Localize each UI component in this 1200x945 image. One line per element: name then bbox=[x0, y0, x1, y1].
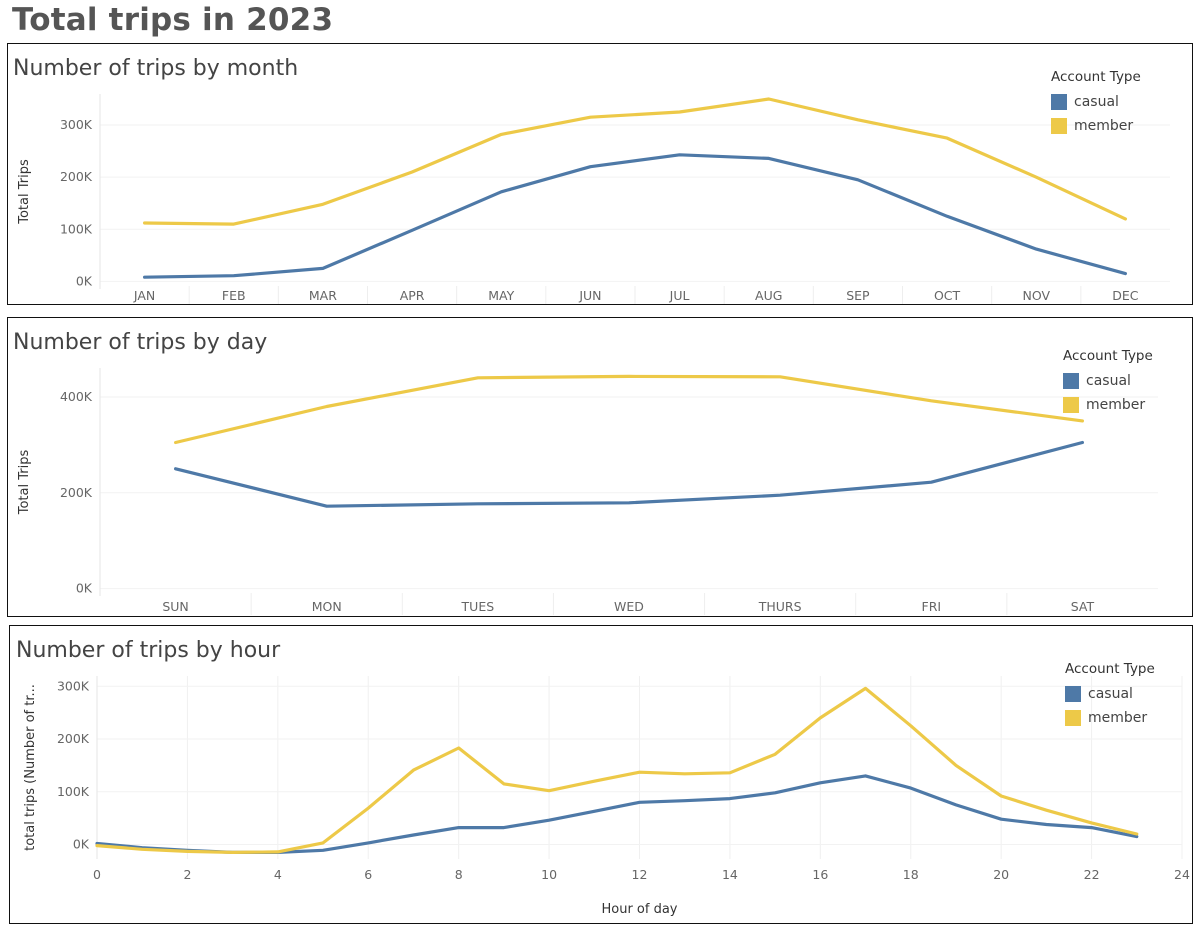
y-axis-title: total trips (Number of tr... bbox=[23, 684, 38, 851]
x-tick-label: THURS bbox=[758, 599, 802, 614]
x-tick-label: 18 bbox=[903, 867, 919, 882]
x-tick-label: APR bbox=[400, 288, 425, 303]
x-tick-label: SUN bbox=[162, 599, 188, 614]
legend-label-casual: casual bbox=[1086, 373, 1131, 389]
day-chart-title: Number of trips by day bbox=[13, 330, 268, 355]
legend-item-casual[interactable]: casual bbox=[1065, 682, 1155, 706]
y-tick-label: 300K bbox=[60, 117, 93, 132]
x-axis-title: Hour of day bbox=[601, 902, 677, 917]
y-tick-label: 100K bbox=[57, 784, 90, 799]
x-tick-label: JUL bbox=[669, 288, 690, 303]
month-chart-title: Number of trips by month bbox=[13, 56, 299, 81]
x-tick-label: SAT bbox=[1071, 599, 1095, 614]
legend-label-casual: casual bbox=[1088, 686, 1133, 702]
x-tick-label: 24 bbox=[1174, 867, 1190, 882]
legend-item-member[interactable]: member bbox=[1065, 706, 1155, 730]
legend-label-casual: casual bbox=[1074, 94, 1119, 110]
legend-title: Account Type bbox=[1063, 348, 1153, 364]
x-tick-label: 12 bbox=[632, 867, 648, 882]
swatch-member bbox=[1063, 397, 1079, 413]
swatch-member bbox=[1051, 118, 1067, 134]
month-chart-svg: 0K 100K 200K 300K JAN FEB MAR APR MAY JUN JUL AUG SE… bbox=[17, 94, 1170, 304]
x-tick-label: FRI bbox=[922, 599, 942, 614]
y-tick-label: 0K bbox=[76, 581, 93, 596]
month-legend: Account Type casual member bbox=[1051, 69, 1141, 138]
legend-item-member[interactable]: member bbox=[1051, 114, 1141, 138]
swatch-member bbox=[1065, 710, 1081, 726]
x-tick-label: 8 bbox=[455, 867, 463, 882]
legend-item-casual[interactable]: casual bbox=[1063, 369, 1153, 393]
x-tick-label: TUES bbox=[461, 599, 495, 614]
y-tick-label: 100K bbox=[60, 221, 93, 236]
x-tick-label: 4 bbox=[274, 867, 282, 882]
x-tick-label: SEP bbox=[846, 288, 870, 303]
y-tick-label: 300K bbox=[57, 678, 90, 693]
x-tick-label: JAN bbox=[133, 288, 155, 303]
day-chart-svg: 0K 200K 400K SUN MON TUES WED THURS FRI SAT Total … bbox=[17, 368, 1158, 615]
x-tick-label: 6 bbox=[364, 867, 372, 882]
y-axis-title: Total Trips bbox=[17, 450, 32, 516]
x-tick-label: MAY bbox=[488, 288, 514, 303]
hour-chart-title: Number of trips by hour bbox=[16, 638, 281, 663]
x-tick-label: 16 bbox=[812, 867, 828, 882]
x-tick-label: MON bbox=[312, 599, 342, 614]
y-tick-label: 200K bbox=[60, 169, 93, 184]
x-tick-label: JUN bbox=[578, 288, 601, 303]
x-tick-label: 20 bbox=[993, 867, 1009, 882]
series-line-member bbox=[174, 374, 1085, 445]
y-tick-label: 0K bbox=[76, 273, 93, 288]
legend-label-member: member bbox=[1088, 710, 1148, 726]
legend-label-member: member bbox=[1074, 118, 1134, 134]
chart-panel-month: 0K 100K 200K 300K JAN FEB MAR APR MAY JUN JUL AUG SE… bbox=[7, 43, 1193, 305]
chart-panel-day: 0K 200K 400K SUN MON TUES WED THURS FRI SAT Total … bbox=[7, 317, 1193, 617]
hour-legend: Account Type casual member bbox=[1065, 661, 1155, 730]
x-tick-label: 22 bbox=[1084, 867, 1100, 882]
series-line-casual bbox=[143, 153, 1128, 279]
y-tick-label: 400K bbox=[60, 389, 93, 404]
series-line-casual bbox=[95, 774, 1139, 854]
x-tick-label: FEB bbox=[222, 288, 246, 303]
x-tick-label: 14 bbox=[722, 867, 738, 882]
x-tick-label: 2 bbox=[183, 867, 191, 882]
x-tick-label: OCT bbox=[934, 288, 961, 303]
y-axis-title: Total Trips bbox=[17, 159, 32, 225]
series-line-member bbox=[95, 686, 1139, 854]
series-line-casual bbox=[174, 440, 1085, 508]
legend-title: Account Type bbox=[1065, 661, 1155, 677]
x-tick-label: WED bbox=[614, 599, 644, 614]
swatch-casual bbox=[1063, 373, 1079, 389]
dashboard-title: Total trips in 2023 bbox=[12, 2, 334, 38]
series-line-member bbox=[143, 97, 1128, 226]
legend-label-member: member bbox=[1086, 397, 1146, 413]
x-tick-label: MAR bbox=[309, 288, 337, 303]
swatch-casual bbox=[1065, 686, 1081, 702]
x-tick-label: NOV bbox=[1022, 288, 1050, 303]
x-tick-label: AUG bbox=[755, 288, 782, 303]
x-tick-label: DEC bbox=[1112, 288, 1139, 303]
swatch-casual bbox=[1051, 94, 1067, 110]
legend-item-member[interactable]: member bbox=[1063, 393, 1153, 417]
x-tick-label: 10 bbox=[541, 867, 557, 882]
y-tick-label: 0K bbox=[73, 837, 90, 852]
chart-panel-hour: 0K 100K 200K 300K 0 2 4 6 8 10 12 14 16 18 20 22 24 total… bbox=[9, 625, 1193, 924]
y-tick-label: 200K bbox=[60, 485, 93, 500]
day-legend: Account Type casual member bbox=[1063, 348, 1153, 417]
y-tick-label: 200K bbox=[57, 731, 90, 746]
x-tick-label: 0 bbox=[93, 867, 101, 882]
legend-title: Account Type bbox=[1051, 69, 1141, 85]
legend-item-casual[interactable]: casual bbox=[1051, 90, 1141, 114]
